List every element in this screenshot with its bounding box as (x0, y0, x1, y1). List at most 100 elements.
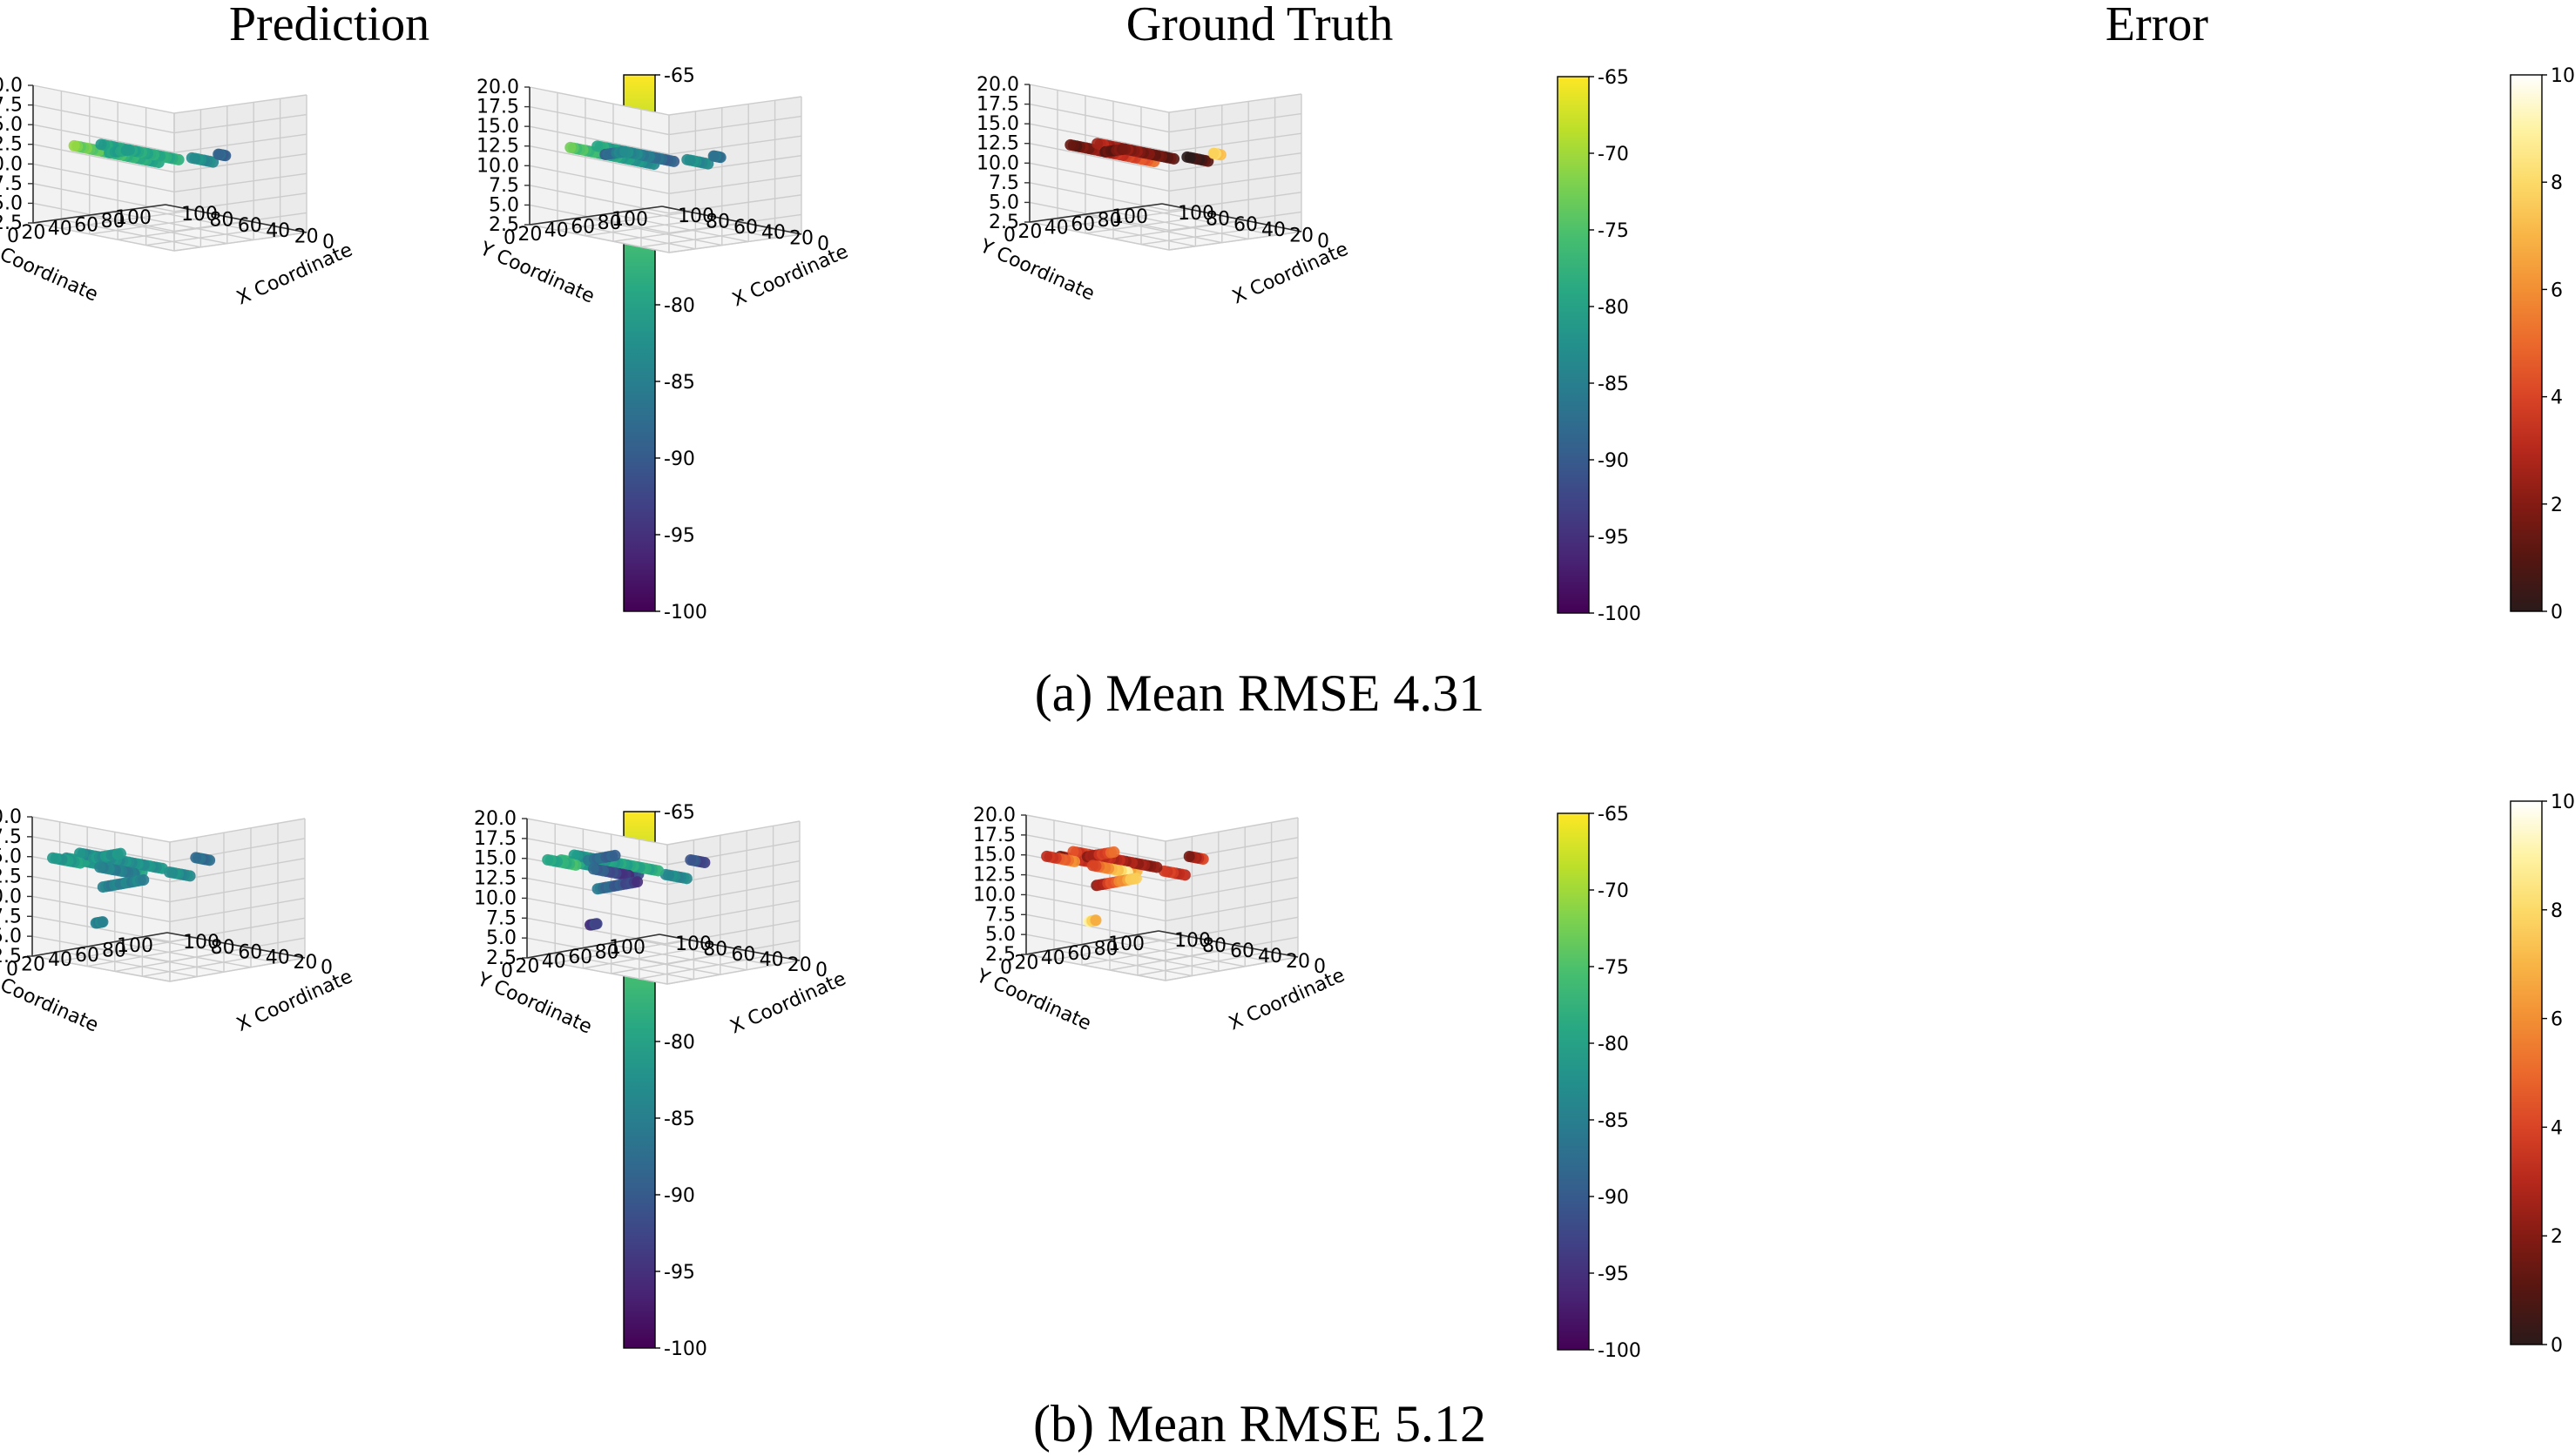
x-tick-label: 60 (1230, 940, 1254, 962)
grid-line-x (1132, 934, 1272, 963)
grid-line-x (632, 938, 774, 967)
pane-floor (527, 934, 800, 984)
colorbar (1557, 76, 1590, 614)
x-tick-label: 100 (678, 206, 714, 227)
colorbar-tick-label: -85 (1598, 1110, 1629, 1132)
colorbar-tick-label: 2 (2551, 1226, 2563, 1248)
colorbar-tick-label: -85 (1598, 374, 1629, 395)
data-point (609, 849, 621, 861)
colorbar-tick-label: -75 (1598, 957, 1629, 979)
z-tick-label: 10.0 (977, 152, 1019, 174)
z-tick-label: 17.5 (474, 828, 517, 850)
grid-line-y (1168, 231, 1302, 251)
y-tick-label: 100 (612, 209, 648, 231)
data-point (68, 139, 80, 152)
colorbar-tick-label: -95 (1598, 527, 1629, 549)
x-tick-label: 100 (181, 204, 218, 226)
colorbar-tick-label: -75 (1598, 220, 1629, 242)
grid-line-y (640, 227, 774, 248)
z-tick-label: 7.5 (489, 175, 519, 197)
z-tick-label: 7.5 (486, 907, 517, 929)
x-tick-label: 60 (238, 942, 262, 964)
z-tick-label: 15.0 (474, 848, 517, 870)
grid-line-y (1137, 951, 1271, 976)
data-point (591, 140, 604, 152)
x-tick-label: 80 (1206, 208, 1230, 230)
data-point (123, 144, 135, 156)
x-tick-label: 60 (1233, 214, 1258, 236)
y-tick-label: 0 (501, 961, 513, 982)
colorbar-tick-label: -90 (664, 448, 695, 470)
z-tick-label: 5.0 (0, 192, 23, 214)
z-tick-label: 2.5 (0, 946, 22, 967)
z-tick-label: 20.0 (474, 808, 517, 830)
grid-line-y (89, 215, 222, 235)
x-axis-label: X Coordinate (1229, 239, 1352, 309)
y-tick-label: 20 (21, 222, 45, 244)
x-tick-label: 40 (1261, 219, 1286, 241)
grid-line-y (1165, 956, 1299, 981)
y-axis-label: Y Coordinate (972, 965, 1094, 1035)
x-tick-label: 80 (209, 209, 233, 231)
y-tick-label: 60 (1071, 213, 1095, 235)
data-point (1207, 147, 1220, 159)
z-tick-label: 5.0 (486, 927, 517, 949)
grid-line-x (1105, 940, 1246, 967)
z-tick-label: 15.0 (0, 846, 22, 868)
x-tick-label: 20 (789, 228, 814, 250)
data-point (568, 849, 580, 861)
z-tick-label: 17.5 (0, 95, 23, 117)
y-tick-label: 80 (598, 212, 622, 234)
x-tick-label: 40 (760, 949, 784, 971)
z-tick-label: 12.5 (476, 136, 519, 158)
colorbar-tick-label: 6 (2551, 1009, 2563, 1031)
grid-line-x (112, 941, 252, 968)
data-point (707, 150, 720, 162)
z-tick-label: 2.5 (486, 947, 517, 969)
grid-line-x (1025, 954, 1166, 981)
z-tick-label: 15.0 (476, 116, 519, 138)
x-tick-label: 60 (238, 215, 262, 237)
x-tick-label: 80 (211, 937, 235, 959)
y-tick-label: 20 (515, 956, 539, 978)
caption-b: (b) Mean RMSE 5.12 (1033, 1395, 1486, 1453)
pane-floor (530, 206, 801, 253)
grid-line-x (582, 216, 722, 246)
grid-line-y (1140, 225, 1274, 246)
data-point (1092, 138, 1104, 150)
grid-line-y (611, 949, 744, 974)
x-tick-label: 0 (817, 233, 829, 255)
data-point (47, 852, 59, 864)
grid-line-x (59, 219, 201, 248)
z-tick-label: 5.0 (985, 924, 1016, 946)
y-tick-label: 60 (568, 947, 592, 968)
data-point (1119, 143, 1132, 155)
z-tick-label: 12.5 (973, 865, 1016, 886)
z-tick-label: 12.5 (474, 868, 517, 890)
y-axis-line (1161, 203, 1302, 233)
z-tick-label: 17.5 (476, 97, 519, 118)
data-point (97, 916, 109, 928)
data-point (1041, 850, 1053, 862)
colorbar (2510, 800, 2543, 1345)
y-tick-label: 20 (21, 954, 45, 976)
x-tick-label: 100 (1178, 203, 1214, 225)
y-tick-label: 100 (1108, 934, 1145, 955)
y-axis-line (166, 932, 306, 959)
y-tick-label: 40 (1044, 218, 1069, 239)
y-tick-label: 40 (542, 951, 566, 973)
x-tick-label: 60 (733, 217, 758, 239)
grid-line-x (32, 222, 175, 252)
z-tick-label: 2.5 (989, 212, 1019, 233)
data-point (1086, 859, 1098, 872)
grid-line-x (1082, 213, 1222, 244)
pane-right (669, 97, 801, 253)
z-tick-label: 7.5 (985, 904, 1016, 926)
grid-line-y (1085, 214, 1219, 234)
grid-line-x (139, 936, 279, 964)
data-point (1181, 151, 1193, 163)
y-tick-label: 40 (48, 219, 72, 240)
grid-line-y (666, 960, 801, 985)
y-tick-label: 80 (1098, 210, 1122, 232)
data-point (1064, 138, 1077, 151)
